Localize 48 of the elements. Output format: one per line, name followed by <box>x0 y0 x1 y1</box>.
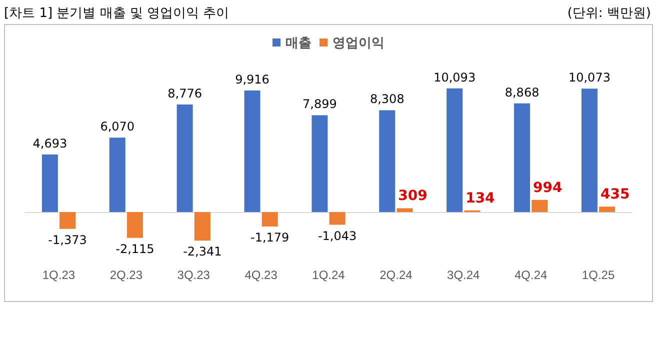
bar <box>60 212 76 229</box>
data-label: 8,308 <box>370 92 404 106</box>
bar <box>262 212 278 226</box>
bar <box>109 138 126 212</box>
data-label: -1,043 <box>318 228 357 243</box>
data-label: 309 <box>398 188 428 204</box>
data-label: 6,070 <box>100 120 135 134</box>
legend-label: 영업이익 <box>332 35 384 50</box>
legend-label: 매출 <box>286 35 312 50</box>
x-tick-label: 3Q.23 <box>177 268 210 282</box>
bar <box>396 208 413 212</box>
bar <box>599 206 616 212</box>
bar <box>194 212 210 241</box>
bar <box>244 90 260 212</box>
bar <box>446 88 463 212</box>
x-tick-label: 4Q.23 <box>244 268 278 282</box>
bar <box>581 88 598 212</box>
bar <box>379 110 396 212</box>
x-tick-label: 1Q.24 <box>312 268 346 282</box>
data-label: 9,916 <box>235 72 270 87</box>
data-label: 134 <box>466 190 496 206</box>
data-label: 8,776 <box>168 86 202 100</box>
x-tick-label: 1Q.25 <box>582 268 615 282</box>
data-label: 10,073 <box>568 70 610 85</box>
text: (단위: 백만원) <box>567 5 651 22</box>
data-label: 4,693 <box>32 136 68 151</box>
data-label: 994 <box>533 180 562 196</box>
bar <box>176 104 193 212</box>
data-label: -1,179 <box>250 230 290 244</box>
x-tick-label: 4Q.24 <box>514 268 548 282</box>
data-label: 435 <box>600 186 630 203</box>
bar <box>42 154 58 212</box>
bar <box>532 200 548 212</box>
data-label: 7,899 <box>302 97 337 112</box>
bar <box>329 212 346 225</box>
x-tick-label: 2Q.23 <box>110 268 143 282</box>
bar <box>312 115 328 212</box>
data-label: 10,093 <box>434 70 476 84</box>
x-tick-label: 3Q.24 <box>447 268 480 282</box>
data-label: -1,373 <box>48 232 87 247</box>
data-label: -2,115 <box>116 242 154 256</box>
x-tick-label: 2Q.24 <box>380 268 413 282</box>
chart-title: [차트 1] 분기별 매출 및 영업이익 추이 <box>4 5 230 22</box>
bar <box>514 103 530 212</box>
bar <box>126 212 143 238</box>
x-tick-label: 1Q.23 <box>42 268 76 282</box>
data-label: -2,341 <box>183 244 222 259</box>
data-label: 8,868 <box>504 85 540 100</box>
